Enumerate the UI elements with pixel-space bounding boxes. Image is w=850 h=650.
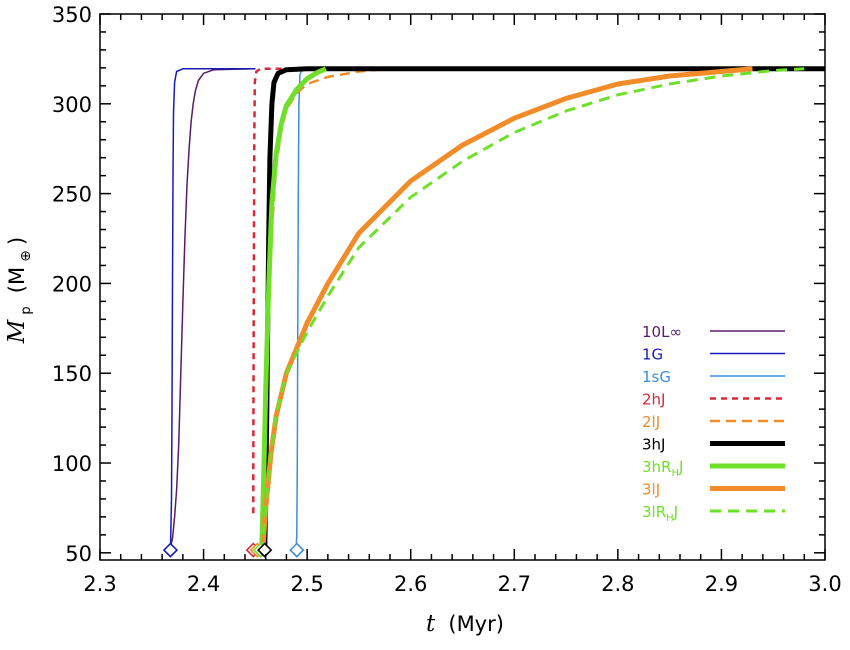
legend-label-3lRHJ: 3lRHJ (642, 503, 678, 524)
start-marker-5 (289, 542, 305, 558)
markers (162, 542, 305, 558)
y-tick-label: 250 (52, 183, 92, 207)
x-axis-unit: (Myr) (448, 612, 504, 636)
x-tick-label: 2.9 (705, 572, 738, 596)
y-axis-unit-open: (M (5, 267, 29, 293)
y-axis-unit-subscript: ⊕ (18, 250, 34, 262)
legend-label-10L∞: 10L∞ (642, 323, 682, 341)
y-tick-label: 200 (52, 272, 92, 296)
x-tick-label: 2.3 (83, 572, 116, 596)
axis-ticks (99, 13, 826, 560)
series-line-3lRHJ (260, 67, 805, 553)
x-tick-label: 2.6 (394, 572, 427, 596)
y-axis-symbol: M (4, 318, 30, 344)
legend-label-2lJ: 2lJ (642, 413, 660, 431)
y-tick-label: 100 (52, 452, 92, 476)
series-line-2hJ (252, 67, 287, 514)
x-tick-label: 2.5 (290, 572, 323, 596)
series-line-10L∞ (168, 68, 256, 553)
curves (168, 66, 825, 553)
series-line-3hRHJ (259, 66, 327, 553)
y-tick-labels: 50 100 150 200 250 300 350 (52, 3, 92, 566)
legend: 10L∞ 1G 1sG 2hJ 2lJ 3hJ 3hRHJ 3lJ 3lRHJ (642, 323, 785, 524)
y-axis-title: M p (M ⊕ ) (4, 237, 34, 344)
legend-label-3hRHJ: 3hRHJ (642, 458, 683, 479)
x-tick-labels: 2.3 2.4 2.5 2.6 2.7 2.8 2.9 3.0 (83, 572, 841, 596)
legend-label-1G: 1G (642, 346, 663, 364)
plot-frame (99, 13, 826, 561)
y-tick-label: 300 (52, 93, 92, 117)
x-tick-label: 3.0 (808, 572, 841, 596)
legend-label-2hJ: 2hJ (642, 391, 665, 409)
start-marker-4 (257, 542, 273, 558)
legend-label-3hJ: 3hJ (642, 436, 665, 454)
svg-text:M p (M ⊕: M p (M ⊕ ) (4, 237, 34, 344)
y-axis-unit-close: ) (5, 237, 29, 245)
legend-label-1sG: 1sG (642, 368, 671, 386)
x-tick-label: 2.8 (601, 572, 634, 596)
y-axis-subscript: p (19, 306, 34, 314)
x-axis-symbol: t (426, 611, 436, 637)
y-tick-label: 350 (52, 3, 92, 27)
x-axis-title: t (Myr) (426, 611, 504, 637)
y-tick-label: 50 (65, 542, 92, 566)
x-tick-label: 2.4 (187, 572, 220, 596)
series-line-1G (169, 68, 256, 553)
x-tick-label: 2.7 (498, 572, 531, 596)
start-marker-0 (162, 542, 179, 558)
y-tick-label: 150 (52, 362, 92, 386)
legend-label-3lJ: 3lJ (642, 481, 660, 499)
